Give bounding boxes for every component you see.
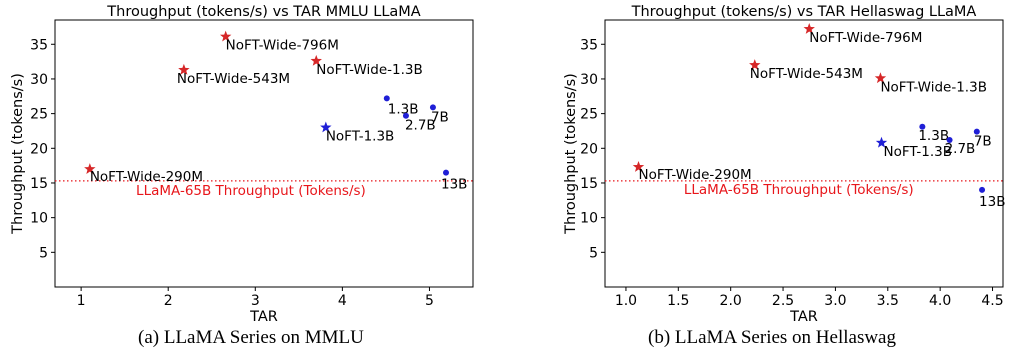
data-label: NoFT-1.3B [884, 144, 953, 160]
data-label: 1.3B [388, 101, 419, 117]
y-tick-label: 5 [589, 245, 598, 261]
chart-panel-a: Throughput (tokens/s) vs TAR MMLU LLaMA 1… [10, 4, 474, 325]
x-tick-label: 4.5 [981, 293, 1003, 309]
y-axis-label: Throughput (tokens/s) [563, 73, 579, 235]
data-label: NoFT-Wide-796M [226, 38, 339, 54]
data-label: NoFT-Wide-796M [809, 30, 922, 46]
reference-line-label: LLaMA-65B Throughput (Tokens/s) [136, 183, 366, 199]
x-tick-label: 1.0 [615, 293, 637, 309]
caption-b: (b) LLaMA Series on Hellaswag [648, 327, 896, 348]
data-point-star [749, 59, 761, 70]
x-axis-label: TAR [789, 309, 818, 325]
data-label: NoFT-Wide-1.3B [316, 62, 423, 78]
y-tick-label: 20 [30, 141, 48, 157]
chart-title: Throughput (tokens/s) vs TAR Hellaswag L… [631, 4, 977, 20]
x-tick-label: 3.5 [877, 293, 899, 309]
x-tick-label: 2 [164, 293, 173, 309]
data-point-circle [979, 186, 986, 193]
x-tick-label: 2.5 [772, 293, 794, 309]
data-point-circle [919, 123, 926, 130]
x-tick-label: 1 [77, 293, 86, 309]
data-point-circle [973, 128, 980, 135]
data-point-star [875, 136, 888, 148]
data-point-circle [383, 95, 390, 102]
data-label: 2.7B [405, 118, 436, 134]
data-label: NoFT-Wide-290M [639, 167, 752, 183]
chart-title: Throughput (tokens/s) vs TAR MMLU LLaMA [106, 4, 421, 20]
data-label: NoFT-Wide-543M [177, 71, 290, 87]
x-tick-label: 4 [338, 293, 347, 309]
plot-frame [604, 19, 1004, 288]
data-point-star [874, 72, 887, 84]
y-axis-label: Throughput (tokens/s) [10, 73, 26, 235]
data-point-star [84, 163, 96, 174]
y-tick-label: 10 [30, 211, 48, 227]
data-point-star [632, 161, 645, 172]
x-tick-label: 2.0 [720, 293, 742, 309]
y-tick-label: 15 [580, 176, 598, 192]
data-point-circle [946, 136, 953, 143]
data-label: 1.3B [918, 128, 949, 144]
caption-a: (a) LLaMA Series on MMLU [138, 327, 364, 348]
data-label: 2.7B [945, 141, 976, 157]
data-point-star [803, 23, 815, 34]
data-point-star [310, 54, 322, 66]
reference-line-label: LLaMA-65B Throughput (Tokens/s) [684, 182, 914, 198]
data-point-star [219, 30, 232, 42]
x-tick-label: 1.5 [667, 293, 689, 309]
y-tick-label: 20 [580, 141, 598, 157]
data-label: 7B [431, 109, 449, 125]
data-label: NoFT-Wide-543M [750, 66, 863, 82]
data-point-star [320, 121, 332, 133]
y-tick-label: 30 [30, 72, 48, 88]
y-tick-label: 30 [580, 72, 598, 88]
x-tick-label: 3.0 [824, 293, 846, 309]
data-label: 13B [979, 194, 1005, 210]
data-point-star [178, 63, 190, 75]
y-tick-label: 10 [580, 211, 598, 227]
chart-panel-b: Throughput (tokens/s) vs TAR Hellaswag L… [563, 4, 1006, 325]
x-tick-label: 4.0 [929, 293, 951, 309]
y-tick-label: 35 [580, 37, 598, 53]
y-tick-label: 15 [30, 176, 48, 192]
data-label: NoFT-Wide-1.3B [880, 79, 987, 95]
data-label: 13B [441, 177, 467, 193]
data-point-circle [402, 112, 409, 119]
data-point-circle [429, 104, 436, 111]
x-tick-label: 5 [425, 293, 434, 309]
plot-frame [54, 19, 474, 288]
x-tick-label: 3 [251, 293, 260, 309]
data-label: NoFT-Wide-290M [90, 169, 203, 185]
y-tick-label: 5 [39, 245, 48, 261]
data-point-circle [443, 169, 450, 176]
y-tick-label: 25 [580, 107, 598, 123]
data-label: NoFT-1.3B [326, 128, 395, 144]
y-tick-label: 35 [30, 37, 48, 53]
y-tick-label: 25 [30, 107, 48, 123]
x-axis-label: TAR [249, 309, 278, 325]
data-label: 7B [974, 134, 992, 150]
